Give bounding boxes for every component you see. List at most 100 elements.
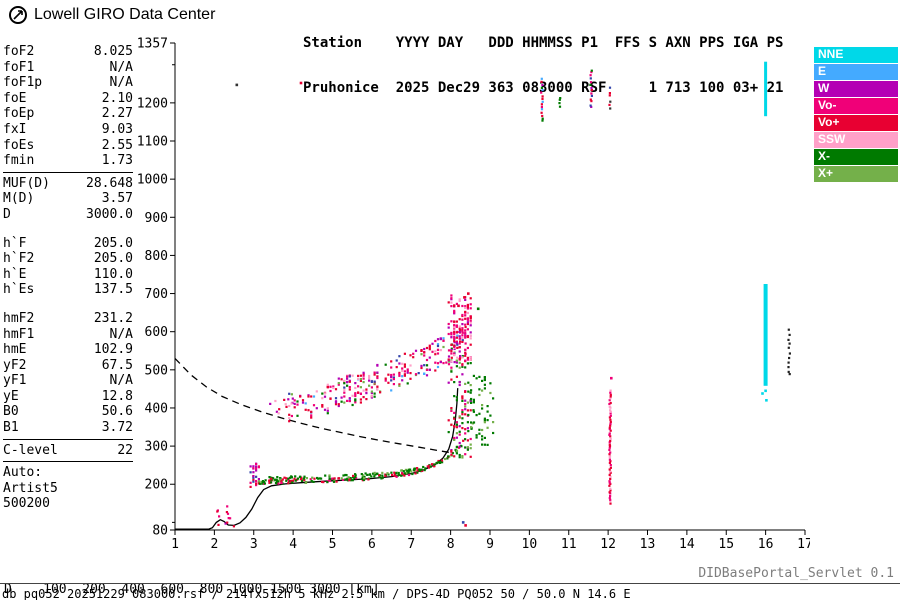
- echo-point: [455, 359, 458, 362]
- param-value: 28.648: [86, 175, 133, 191]
- echo-point: [317, 477, 320, 480]
- echo-point: [428, 356, 431, 359]
- echo-point: [423, 372, 426, 375]
- echo-point: [469, 317, 472, 320]
- echo-point: [608, 458, 611, 461]
- echo-point: [270, 481, 273, 484]
- echo-point: [486, 405, 489, 408]
- echo-point: [409, 364, 412, 367]
- echo-point: [460, 445, 463, 448]
- echo-point: [279, 479, 282, 482]
- echo-point: [406, 370, 409, 373]
- echo-point: [456, 356, 459, 359]
- echo-point: [464, 405, 467, 408]
- echo-point: [447, 431, 450, 434]
- echo-point: [346, 375, 349, 378]
- echo-point: [373, 373, 376, 376]
- echo-point: [458, 425, 461, 428]
- echo-point: [269, 402, 272, 405]
- echo-point: [328, 474, 331, 477]
- echo-point: [420, 469, 423, 472]
- echo-point: [226, 505, 229, 508]
- echo-point: [483, 421, 486, 424]
- echo-point: [277, 480, 280, 483]
- echo-point: [321, 480, 324, 483]
- echo-point: [348, 400, 351, 403]
- echo-point: [466, 356, 469, 359]
- echo-point: [334, 388, 338, 391]
- echo-point: [461, 456, 464, 459]
- echo-point: [558, 98, 561, 101]
- echo-point: [351, 374, 354, 377]
- y-tick-label: 800: [145, 249, 168, 264]
- param-row-fxi: fxI 9.03: [3, 122, 133, 138]
- panel-divider: [3, 171, 133, 173]
- echo-point: [447, 419, 450, 422]
- echo-point: [301, 401, 305, 404]
- echo-point: [466, 448, 469, 451]
- echo-point: [425, 358, 429, 362]
- echo-point: [459, 357, 462, 360]
- echo-point: [376, 376, 379, 380]
- echo-point: [436, 461, 439, 464]
- echo-point: [392, 378, 395, 381]
- echo-point: [326, 481, 329, 484]
- nne-bar-top: [764, 61, 768, 117]
- echo-point: [589, 74, 592, 77]
- echo-point: [453, 305, 456, 308]
- echo-point: [461, 397, 464, 400]
- echo-point: [307, 394, 310, 397]
- echo-point: [609, 495, 612, 498]
- param-value: 12.8: [101, 388, 133, 404]
- echo-point: [469, 455, 472, 458]
- echo-point: [258, 482, 261, 485]
- echo-point: [458, 335, 461, 338]
- echo-point: [469, 409, 472, 412]
- param-row-auto: Auto:: [3, 465, 133, 481]
- param-row-h-f: h`F 205.0: [3, 236, 133, 252]
- echo-point: [301, 478, 304, 481]
- echo-point: [341, 478, 345, 481]
- param-label: foF2: [3, 44, 35, 59]
- echo-point: [608, 416, 611, 419]
- echo-point: [472, 374, 475, 377]
- echo-point: [609, 409, 612, 412]
- echo-point: [392, 373, 395, 376]
- echo-point: [609, 466, 612, 469]
- param-row-500200: 500200: [3, 496, 133, 512]
- echo-point: [323, 395, 327, 398]
- echo-point: [368, 374, 371, 378]
- echo-point: [464, 403, 467, 406]
- echo-point: [788, 342, 791, 345]
- echo-point: [355, 477, 358, 480]
- echo-point: [416, 469, 419, 472]
- echo-point: [608, 455, 612, 458]
- echo-point: [347, 476, 350, 479]
- echo-point: [461, 427, 464, 430]
- echo-point: [331, 477, 334, 480]
- echo-point: [285, 479, 288, 482]
- echo-point: [464, 306, 467, 309]
- echo-point: [312, 395, 316, 398]
- echo-point: [370, 391, 373, 394]
- echo-point: [450, 360, 453, 363]
- echo-point: [453, 354, 456, 357]
- echo-point: [590, 69, 593, 72]
- echo-point: [398, 384, 401, 387]
- param-value: N/A: [109, 373, 133, 389]
- echo-point: [608, 453, 611, 456]
- echo-point: [354, 382, 357, 385]
- echo-point: [403, 363, 406, 366]
- echo-point: [328, 479, 332, 482]
- echo-point: [326, 407, 329, 410]
- echo-point: [458, 381, 461, 384]
- echo-point: [486, 426, 489, 429]
- echo-point: [461, 399, 464, 402]
- echo-point: [461, 365, 464, 368]
- echo-point: [450, 347, 453, 350]
- echo-point: [351, 479, 354, 482]
- param-label: fxI: [3, 121, 27, 137]
- echo-point: [370, 380, 373, 383]
- echo-point: [370, 396, 373, 399]
- echo-point: [492, 397, 495, 400]
